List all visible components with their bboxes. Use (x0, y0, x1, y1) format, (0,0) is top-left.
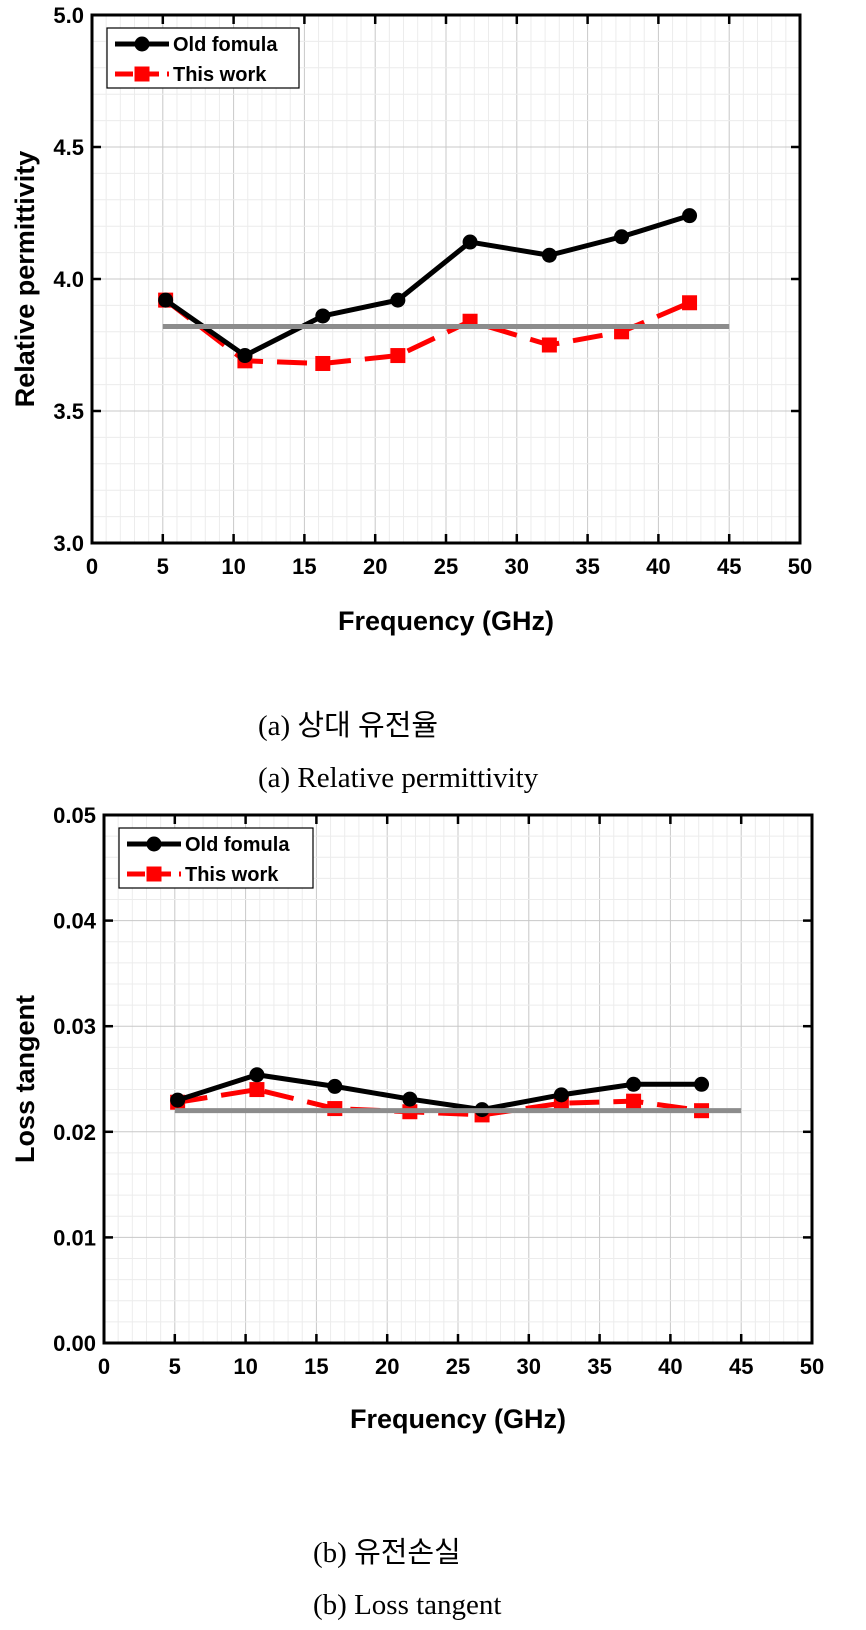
x-tick-label: 30 (505, 554, 529, 579)
x-tick-label: 5 (157, 554, 169, 579)
x-tick-label: 50 (788, 554, 812, 579)
data-point (249, 1067, 265, 1083)
data-point (390, 348, 406, 364)
x-tick-label: 45 (729, 1354, 753, 1379)
legend-marker (134, 36, 150, 52)
x-tick-label: 10 (221, 554, 245, 579)
legend-label: Old fomula (173, 34, 278, 56)
y-tick-label: 4.5 (53, 135, 84, 160)
legend: Old fomula This work (106, 27, 300, 89)
y-axis-label: Relative permittivity (10, 151, 40, 408)
data-point (462, 234, 478, 250)
x-tick-label: 20 (363, 554, 387, 579)
x-tick-label: 30 (517, 1354, 541, 1379)
data-point (682, 208, 698, 224)
series-old-fomula (170, 1067, 710, 1118)
y-tick-label: 4.0 (53, 267, 84, 292)
data-point (237, 348, 253, 364)
y-tick-label: 0.01 (53, 1225, 96, 1250)
data-point (402, 1091, 418, 1107)
data-point (315, 308, 331, 324)
x-axis-label: Frequency (GHz) (350, 1404, 566, 1434)
data-point (626, 1093, 642, 1109)
caption-a-korean: (a) 상대 유전율 (258, 709, 438, 742)
caption-a-english: (a) Relative permittivity (258, 762, 539, 794)
x-tick-label: 0 (98, 1354, 110, 1379)
y-tick-label: 0.04 (53, 909, 97, 934)
x-tick-label: 40 (658, 1354, 682, 1379)
series-line (176, 1072, 702, 1113)
data-point (626, 1076, 642, 1092)
legend-label: Old fomula (185, 834, 290, 856)
chart-relative-permittivity: 0 5 10 15 20 25 30 35 40 45 50 3.0 3.5 4.0 4.5 5.0 Frequ… (10, 3, 812, 636)
grid (92, 15, 800, 543)
caption-b-korean: (b) 유전손실 (313, 1537, 461, 1569)
x-tick-label: 50 (800, 1354, 824, 1379)
y-tick-label: 0.00 (53, 1331, 96, 1356)
x-tick-label: 35 (587, 1354, 611, 1379)
data-point (315, 355, 331, 371)
series-line (164, 213, 691, 359)
y-tick-label: 0.05 (53, 803, 96, 828)
data-point (541, 337, 557, 353)
data-point (682, 295, 698, 311)
data-point (249, 1082, 265, 1098)
x-tick-label: 15 (304, 1354, 328, 1379)
x-tick-label: 20 (375, 1354, 399, 1379)
x-tick-label: 5 (169, 1354, 181, 1379)
series-line (177, 1087, 702, 1118)
x-tick-label: 10 (233, 1354, 257, 1379)
legend-label: This work (173, 64, 267, 86)
chart-loss-tangent: 0 5 10 15 20 25 30 35 40 45 50 0.00 0.01 0.02 0.03 0.04… (10, 803, 824, 1434)
y-tick-label: 3.5 (53, 399, 84, 424)
data-point (390, 292, 406, 308)
x-tick-label: 40 (646, 554, 670, 579)
x-tick-label: 35 (575, 554, 599, 579)
data-point (614, 229, 630, 245)
data-point (541, 247, 557, 263)
y-axis-label: Loss tangent (10, 995, 40, 1163)
y-tick-label: 5.0 (53, 3, 84, 28)
caption-b-english: (b) Loss tangent (313, 1589, 501, 1621)
data-point (553, 1087, 569, 1103)
x-tick-label: 45 (717, 554, 741, 579)
series-old-fomula (158, 208, 698, 364)
legend-marker (146, 866, 162, 882)
data-point (170, 1092, 186, 1108)
data-point (694, 1076, 710, 1092)
y-tick-label: 3.0 (53, 531, 84, 556)
y-tick-label: 0.02 (53, 1120, 96, 1145)
series-line (164, 298, 691, 366)
legend: Old fomula This work (118, 827, 314, 889)
x-tick-label: 0 (86, 554, 98, 579)
y-tick-label: 0.03 (53, 1014, 96, 1039)
legend-marker (134, 66, 150, 82)
legend-marker (146, 836, 162, 852)
x-axis-label: Frequency (GHz) (338, 606, 554, 636)
x-tick-label: 15 (292, 554, 316, 579)
x-tick-label: 25 (434, 554, 458, 579)
x-tick-label: 25 (446, 1354, 470, 1379)
data-point (158, 292, 174, 308)
data-point (327, 1078, 343, 1094)
legend-label: This work (185, 864, 279, 886)
